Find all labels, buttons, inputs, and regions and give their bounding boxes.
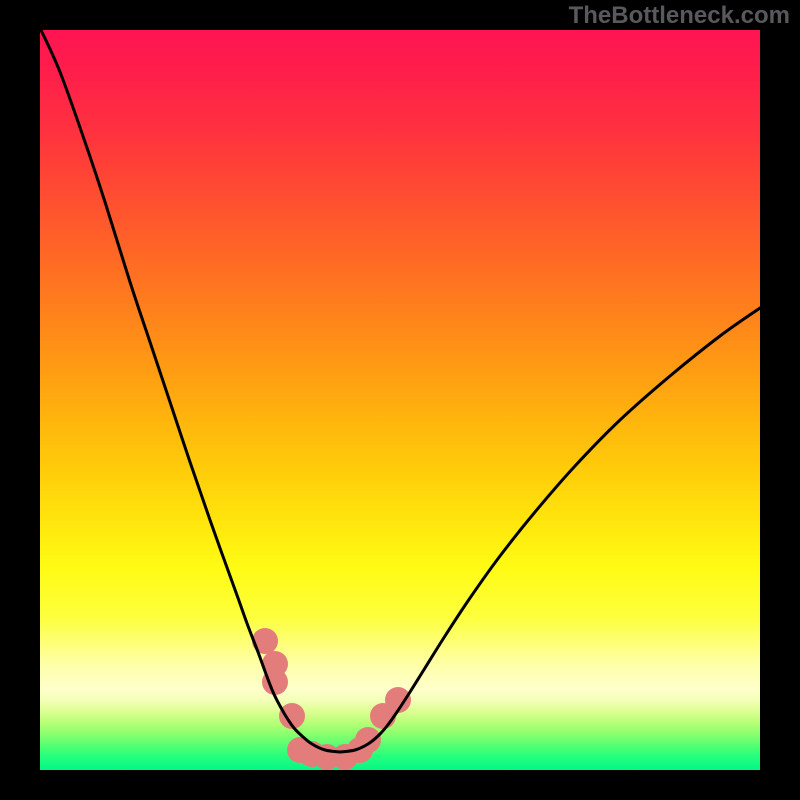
pink-marker xyxy=(252,628,278,654)
pink-marker xyxy=(279,703,305,729)
pink-marker-group xyxy=(252,628,411,770)
pink-marker xyxy=(262,651,288,677)
pink-marker xyxy=(314,744,340,770)
curve-left-branch xyxy=(40,30,340,752)
pink-marker xyxy=(355,727,381,753)
curve-right-branch xyxy=(340,308,760,752)
pink-marker xyxy=(262,669,288,695)
watermark-text: TheBottleneck.com xyxy=(569,2,790,30)
pink-marker xyxy=(347,737,373,763)
pink-marker xyxy=(332,744,358,770)
pink-marker xyxy=(299,741,325,767)
gradient-background xyxy=(40,30,760,770)
plot-area xyxy=(40,30,760,770)
pink-marker xyxy=(287,737,313,763)
svg-layer xyxy=(40,30,760,770)
pink-marker xyxy=(385,687,411,713)
chart-frame: TheBottleneck.com xyxy=(0,0,800,800)
pink-marker xyxy=(370,703,396,729)
